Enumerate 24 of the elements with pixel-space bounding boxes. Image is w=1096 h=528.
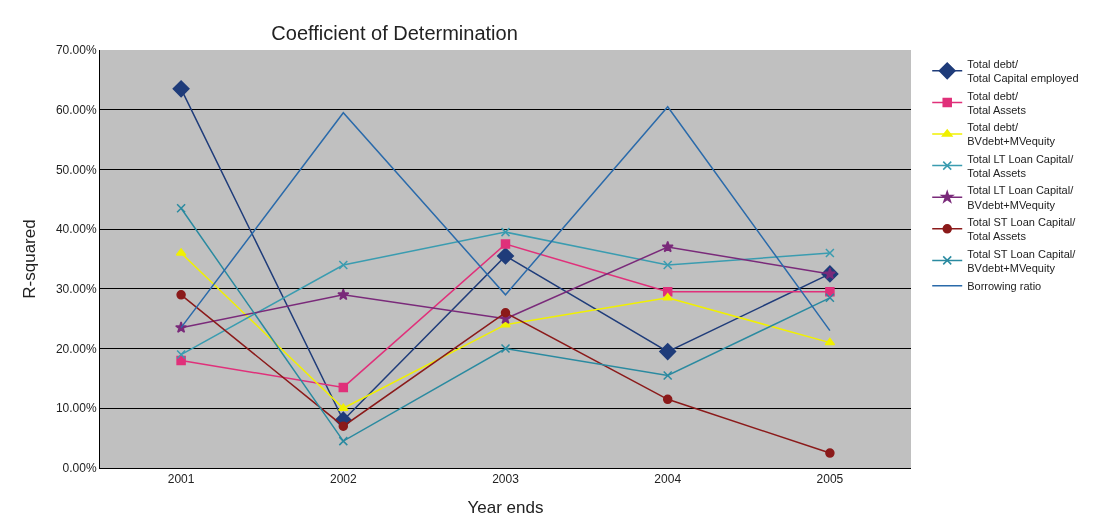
x-axis-title: Year ends (467, 497, 544, 517)
y-tick-label: 10.00% (55, 401, 97, 416)
legend-label: Total debt/ Total Capital employed (967, 57, 1079, 85)
x-tick-label: 2001 (167, 472, 195, 487)
legend-label: Total ST Loan Capital/ BVdebt+MVequity (967, 247, 1077, 274)
y-tick-label: 60.00% (55, 102, 97, 117)
x-tick-label: 2004 (654, 472, 682, 487)
legend-label: Borrowing ratio (967, 279, 1042, 292)
x-tick-label: 2002 (329, 472, 357, 487)
y-tick-label: 40.00% (55, 222, 97, 237)
x-tick-label: 2005 (816, 472, 844, 487)
y-axis-title: R-squared (20, 219, 40, 299)
legend-label: Total ST Loan Capital/ Total Assets (967, 215, 1077, 243)
legend-label: Total LT Loan Capital/ Total Assets (967, 152, 1075, 180)
y-tick-label: 50.00% (55, 162, 97, 177)
legend-label: Total debt/ Total Assets (967, 89, 1027, 116)
chart-title: Coefficient of Determination (271, 22, 518, 45)
x-tick-label: 2003 (492, 472, 520, 487)
y-tick-label: 0.00% (62, 461, 97, 476)
y-tick-label: 20.00% (55, 341, 97, 356)
legend-label: Total LT Loan Capital/ BVdebt+MVequity (967, 184, 1075, 211)
legend-label: Total debt/ BVdebt+MVequity (967, 121, 1056, 148)
y-tick-label: 70.00% (55, 43, 97, 58)
y-tick-label: 30.00% (55, 282, 97, 297)
